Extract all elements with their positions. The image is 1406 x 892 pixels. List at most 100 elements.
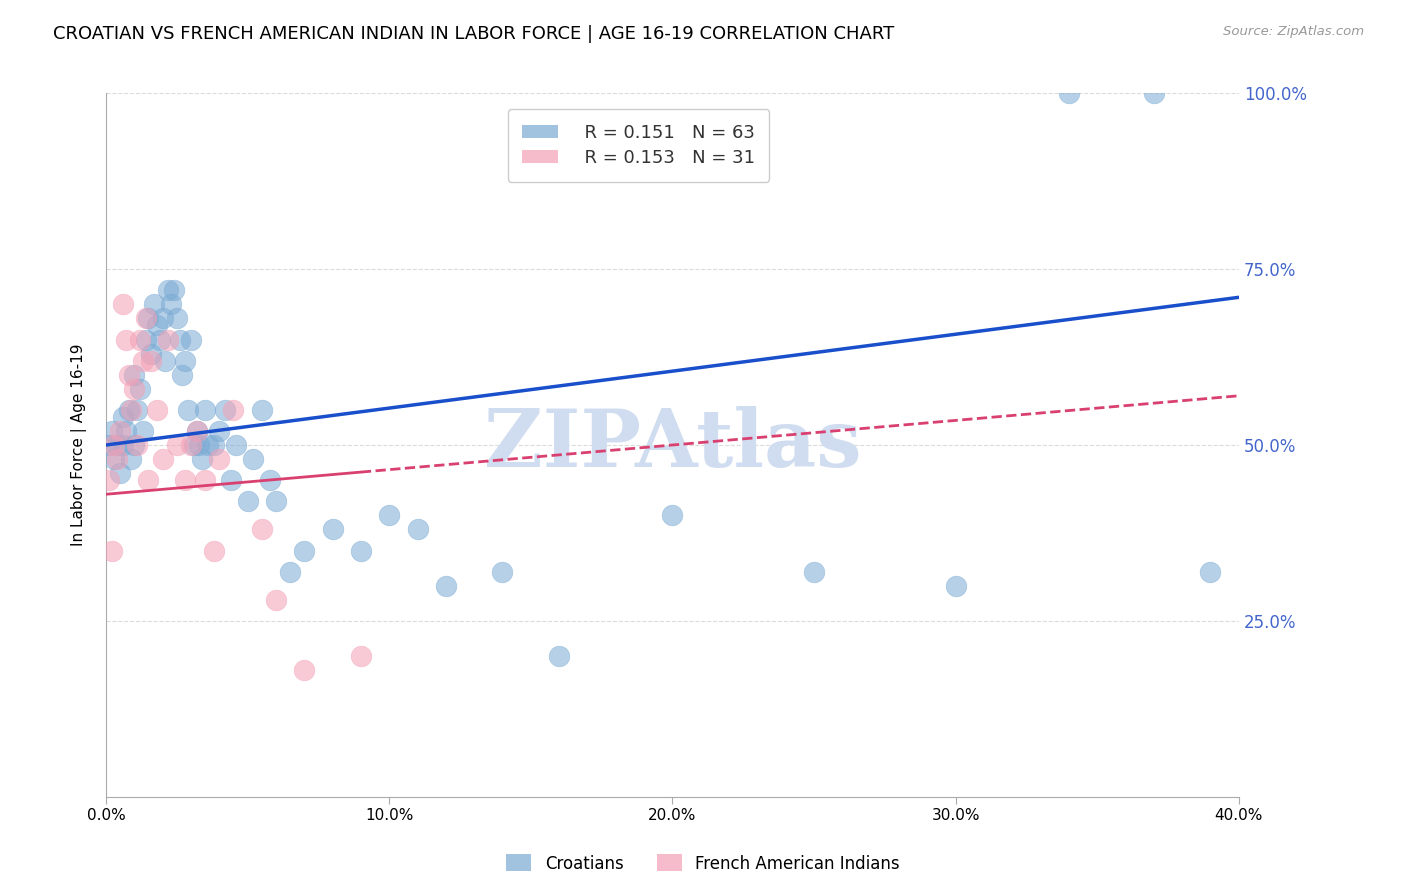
Legend:   R = 0.151   N = 63,   R = 0.153   N = 31: R = 0.151 N = 63, R = 0.153 N = 31 [508, 110, 769, 182]
Point [117, 402, 139, 417]
Point [219, 473, 242, 487]
Point [214, 402, 236, 417]
Point [149, 333, 172, 347]
Point [132, 424, 155, 438]
Point [135, 333, 157, 347]
Point [129, 382, 152, 396]
Point [378, 508, 401, 523]
Point [127, 438, 149, 452]
Point [146, 318, 169, 333]
Point [172, 368, 194, 382]
Point [264, 592, 287, 607]
Point [124, 382, 146, 396]
Point [152, 452, 174, 467]
Point [146, 402, 169, 417]
Point [124, 438, 146, 452]
Point [124, 368, 146, 382]
Point [111, 297, 134, 311]
Point [174, 353, 197, 368]
Point [169, 333, 191, 347]
Point [138, 311, 160, 326]
Point [264, 494, 287, 508]
Point [803, 565, 825, 579]
Point [278, 565, 301, 579]
Point [105, 452, 128, 467]
Point [202, 438, 225, 452]
Point [166, 311, 188, 326]
Point [186, 424, 208, 438]
Point [322, 523, 344, 537]
Point [114, 424, 136, 438]
Point [121, 402, 143, 417]
Point [174, 473, 197, 487]
Point [100, 424, 122, 438]
Point [97, 473, 120, 487]
Legend: Croatians, French American Indians: Croatians, French American Indians [499, 847, 907, 880]
Point [100, 543, 122, 558]
Point [236, 494, 259, 508]
Point [661, 508, 683, 523]
Text: ZIPAtlas: ZIPAtlas [484, 406, 860, 484]
Point [157, 333, 180, 347]
Point [491, 565, 513, 579]
Point [208, 424, 231, 438]
Point [292, 543, 315, 558]
Point [117, 368, 139, 382]
Point [191, 452, 214, 467]
Point [111, 438, 134, 452]
Text: Source: ZipAtlas.com: Source: ZipAtlas.com [1223, 25, 1364, 38]
Point [434, 579, 457, 593]
Point [194, 473, 217, 487]
Point [259, 473, 281, 487]
Point [155, 353, 177, 368]
Text: CROATIAN VS FRENCH AMERICAN INDIAN IN LABOR FORCE | AGE 16-19 CORRELATION CHART: CROATIAN VS FRENCH AMERICAN INDIAN IN LA… [53, 25, 894, 43]
Point [138, 473, 160, 487]
Point [183, 438, 205, 452]
Point [121, 452, 143, 467]
Point [105, 438, 128, 452]
Point [160, 297, 183, 311]
Y-axis label: In Labor Force | Age 16-19: In Labor Force | Age 16-19 [72, 343, 87, 546]
Point [202, 543, 225, 558]
Point [141, 353, 163, 368]
Point [208, 452, 231, 467]
Point [135, 311, 157, 326]
Point [1199, 565, 1222, 579]
Point [127, 402, 149, 417]
Point [157, 283, 180, 297]
Point [108, 424, 131, 438]
Point [406, 523, 429, 537]
Point [103, 452, 125, 467]
Point [194, 402, 217, 417]
Point [152, 311, 174, 326]
Point [177, 402, 200, 417]
Point [197, 438, 219, 452]
Point [548, 648, 571, 663]
Point [180, 333, 202, 347]
Point [250, 402, 273, 417]
Point [180, 438, 202, 452]
Point [350, 543, 373, 558]
Point [1143, 87, 1166, 101]
Point [111, 409, 134, 424]
Point [188, 438, 211, 452]
Point [186, 424, 208, 438]
Point [242, 452, 264, 467]
Point [225, 438, 247, 452]
Point [103, 438, 125, 452]
Point [292, 663, 315, 677]
Point [222, 402, 245, 417]
Point [141, 346, 163, 360]
Point [108, 466, 131, 480]
Point [132, 353, 155, 368]
Point [1057, 87, 1080, 101]
Point [166, 438, 188, 452]
Point [129, 333, 152, 347]
Point [350, 648, 373, 663]
Point [945, 579, 967, 593]
Point [163, 283, 186, 297]
Point [250, 523, 273, 537]
Point [97, 438, 120, 452]
Point [143, 297, 166, 311]
Point [114, 333, 136, 347]
